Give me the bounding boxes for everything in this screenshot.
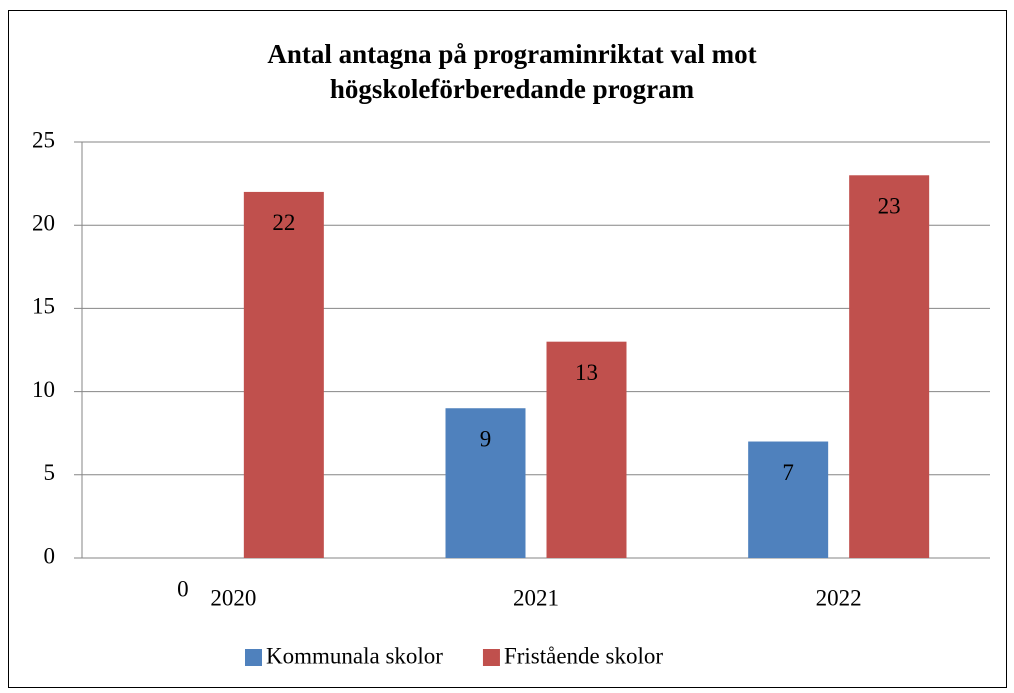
legend-swatch bbox=[245, 649, 262, 666]
data-label: 0 bbox=[177, 576, 189, 601]
y-tick-label: 5 bbox=[44, 460, 56, 485]
data-label: 13 bbox=[575, 360, 598, 385]
x-tick-label: 2021 bbox=[513, 585, 559, 610]
y-tick-label: 10 bbox=[32, 377, 55, 402]
bar bbox=[445, 408, 526, 558]
y-tick-label: 25 bbox=[32, 127, 55, 152]
data-label: 9 bbox=[480, 427, 492, 452]
data-label: 7 bbox=[782, 460, 794, 485]
legend-label: Fristående skolor bbox=[504, 643, 663, 668]
y-tick-label: 0 bbox=[44, 543, 56, 568]
y-tick-label: 15 bbox=[32, 294, 55, 319]
chart-frame bbox=[8, 10, 1007, 688]
chart-title: Antal antagna på programinriktat val mot bbox=[267, 39, 756, 69]
bar bbox=[748, 441, 829, 558]
data-label: 23 bbox=[878, 194, 901, 219]
chart-title: högskoleförberedande program bbox=[330, 74, 695, 104]
bar bbox=[849, 175, 930, 558]
bar bbox=[546, 341, 627, 558]
x-tick-label: 2020 bbox=[210, 585, 256, 610]
x-tick-label: 2022 bbox=[816, 585, 862, 610]
data-label: 22 bbox=[272, 210, 295, 235]
legend-swatch bbox=[482, 649, 500, 666]
y-tick-label: 20 bbox=[32, 210, 55, 235]
bar bbox=[243, 191, 324, 559]
legend-label: Kommunala skolor bbox=[266, 643, 443, 668]
